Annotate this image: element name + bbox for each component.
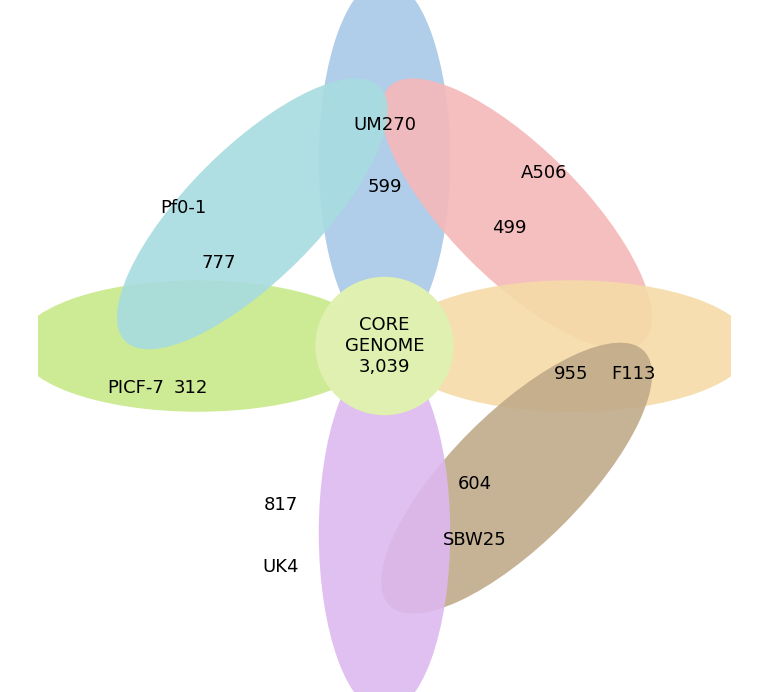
Text: 817: 817 <box>264 496 298 514</box>
Text: 955: 955 <box>554 365 588 383</box>
Text: PICF-7: PICF-7 <box>107 379 164 397</box>
Text: 777: 777 <box>201 254 235 272</box>
Text: 312: 312 <box>174 379 208 397</box>
Text: 599: 599 <box>368 178 401 196</box>
Text: 499: 499 <box>492 219 526 237</box>
Text: 604: 604 <box>458 475 491 493</box>
Ellipse shape <box>18 280 378 412</box>
Text: A506: A506 <box>521 164 567 182</box>
Ellipse shape <box>381 78 652 349</box>
Text: Pf0-1: Pf0-1 <box>161 199 207 217</box>
Ellipse shape <box>381 343 652 614</box>
Text: CORE
GENOME
3,039: CORE GENOME 3,039 <box>345 316 424 376</box>
Ellipse shape <box>117 78 388 349</box>
Text: SBW25: SBW25 <box>443 531 506 549</box>
Ellipse shape <box>391 280 751 412</box>
Ellipse shape <box>319 353 450 692</box>
Ellipse shape <box>319 0 450 339</box>
Text: UK4: UK4 <box>262 558 299 576</box>
Text: F113: F113 <box>611 365 656 383</box>
Circle shape <box>315 277 454 415</box>
Text: UM270: UM270 <box>353 116 416 134</box>
